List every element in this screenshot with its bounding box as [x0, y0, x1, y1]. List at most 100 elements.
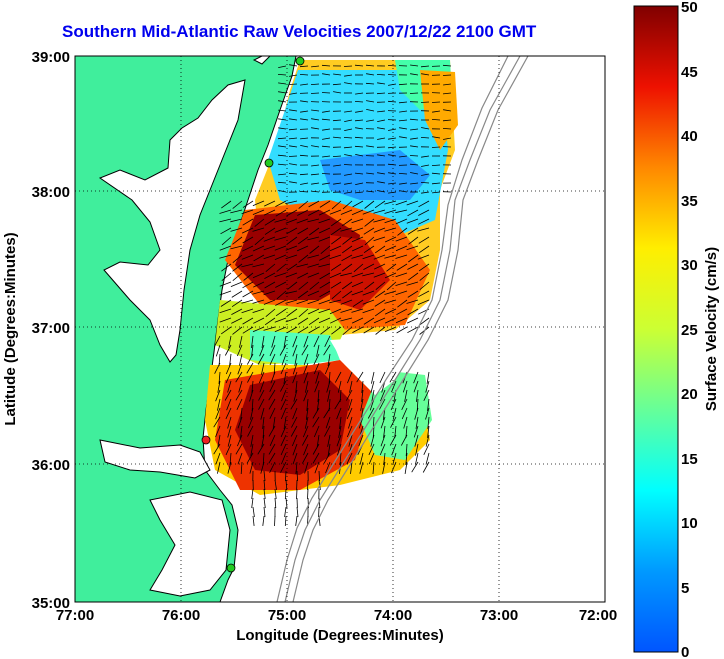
velocity-arrow: [420, 65, 430, 68]
velocity-arrow: [351, 272, 364, 278]
velocity-arrow: [407, 308, 419, 316]
velocity-arrow: [380, 389, 386, 402]
velocity-arrow: [347, 371, 353, 384]
velocity-arrow: [261, 335, 265, 348]
velocity-arrow: [237, 452, 243, 465]
velocity-arrow: [397, 299, 408, 308]
velocity-arrow: [342, 290, 353, 299]
velocity-arrow: [363, 227, 375, 235]
velocity-arrow: [418, 290, 430, 298]
velocity-arrow: [375, 281, 386, 291]
velocity-arrow: [285, 200, 298, 205]
velocity-arrow: [298, 281, 309, 290]
velocity-arrow: [220, 227, 232, 235]
velocity-arrow: [241, 227, 254, 234]
velocity-arrow: [360, 398, 364, 411]
velocity-arrow: [415, 452, 419, 465]
velocity-arrow: [312, 416, 320, 428]
velocity-arrow: [377, 190, 386, 193]
velocity-arrow: [269, 434, 276, 447]
velocity-arrow: [275, 200, 287, 207]
velocity-arrow: [247, 371, 254, 383]
velocity-arrow: [296, 245, 309, 252]
velocity-arrow: [418, 263, 430, 272]
velocity-arrow: [351, 236, 364, 243]
velocity-arrow: [242, 317, 254, 325]
velocity-arrow: [237, 362, 243, 375]
velocity-arrow: [312, 452, 320, 464]
colorbar-ticks: 50 45 40 35 30 25 20 15 10 5 0: [681, 0, 698, 659]
velocity-arrow: [420, 182, 430, 184]
velocity-arrow: [309, 281, 320, 290]
velocity-arrow: [297, 317, 309, 325]
velocity-arrow: [246, 353, 254, 365]
velocity-arrow: [292, 362, 298, 375]
velocity-arrow: [387, 65, 397, 67]
velocity-arrow: [384, 254, 397, 259]
velocity-arrow: [373, 236, 386, 242]
velocity-arrow: [308, 209, 320, 216]
y-tick-label: 37:00: [32, 320, 70, 337]
velocity-arrow: [285, 470, 287, 482]
velocity-arrow: [254, 218, 265, 227]
velocity-arrow: [379, 443, 386, 456]
velocity-arrow: [283, 335, 287, 348]
velocity-arrow: [387, 163, 397, 166]
velocity-arrow: [241, 308, 254, 314]
velocity-arrow: [322, 73, 331, 76]
velocity-arrow: [278, 145, 287, 148]
velocity-arrow: [289, 74, 298, 77]
colorbar-tick-label: 35: [681, 193, 698, 210]
velocity-arrow: [431, 164, 441, 166]
velocity-arrow: [395, 200, 408, 206]
velocity-arrow: [259, 380, 265, 393]
velocity-arrow: [293, 389, 298, 402]
velocity-arrow: [395, 209, 408, 214]
velocity-arrow: [219, 245, 232, 251]
velocity-arrow: [398, 119, 408, 122]
velocity-arrow: [289, 109, 298, 112]
velocity-arrow: [395, 317, 408, 324]
velocity-arrow: [225, 362, 232, 375]
velocity-arrow: [364, 281, 375, 290]
velocity-arrow: [291, 416, 298, 428]
velocity-arrow: [354, 64, 364, 67]
velocity-arrow: [411, 461, 419, 473]
velocity-arrow: [265, 263, 276, 273]
velocity-arrow: [320, 326, 331, 335]
velocity-arrow: [354, 136, 364, 139]
velocity-arrow: [380, 416, 386, 429]
velocity-arrow: [289, 163, 298, 166]
velocity-arrow: [330, 227, 342, 236]
velocity-arrow: [395, 236, 408, 242]
velocity-arrow: [406, 245, 419, 251]
velocity-arrow: [334, 398, 342, 410]
velocity-arrow: [316, 398, 320, 411]
velocity-arrow: [408, 254, 419, 263]
velocity-arrow: [274, 488, 277, 499]
velocity-arrow: [370, 380, 375, 393]
velocity-arrow: [403, 416, 408, 429]
velocity-arrow: [230, 209, 243, 214]
velocity-arrow: [346, 389, 353, 401]
velocity-arrow: [286, 209, 298, 217]
velocity-arrow: [374, 290, 386, 299]
velocity-arrow: [277, 74, 287, 76]
velocity-arrow: [318, 236, 331, 242]
velocity-arrow: [242, 326, 254, 334]
velocity-arrow: [382, 461, 386, 474]
velocity-arrow: [225, 371, 232, 384]
velocity-arrow: [288, 128, 298, 131]
velocity-arrow: [417, 254, 430, 260]
velocity-arrow: [299, 74, 309, 76]
velocity-arrow: [341, 245, 353, 254]
albemarle-sound: [99, 439, 211, 479]
velocity-arrow: [329, 254, 342, 260]
velocity-arrow: [355, 92, 364, 95]
velocity-arrow: [374, 200, 386, 209]
velocity-arrow: [251, 344, 254, 357]
velocity-arrow: [288, 83, 298, 85]
velocity-arrow: [415, 443, 419, 456]
velocity-arrow: [425, 434, 430, 447]
velocity-arrow: [399, 155, 408, 158]
